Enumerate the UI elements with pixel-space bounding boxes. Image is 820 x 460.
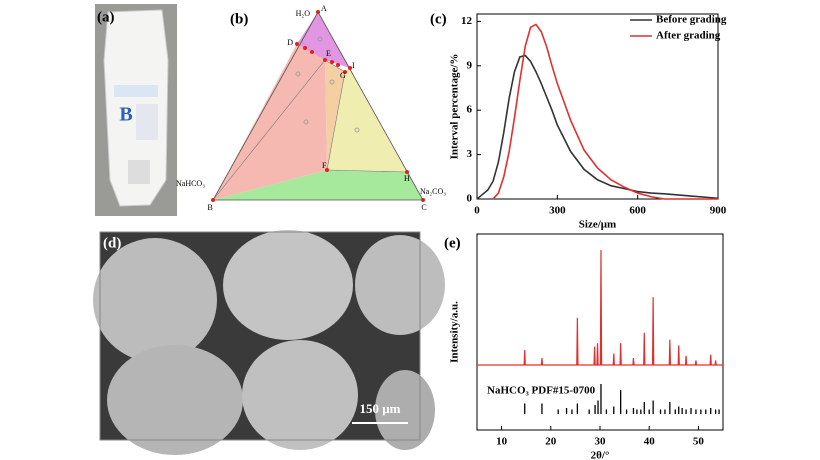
y-tick-label: 3 <box>467 148 473 160</box>
panel-label: (d) <box>103 235 121 251</box>
point-label: G <box>340 71 346 80</box>
x-tick-label: 0 <box>474 205 480 217</box>
x-tick-label: 50 <box>693 436 705 448</box>
bag-label <box>114 85 158 97</box>
scale-bar-label: 150 μm <box>360 401 401 416</box>
x-axis-label: Size/μm <box>579 219 616 231</box>
point-label: H <box>404 174 410 183</box>
point-label: C <box>421 203 426 212</box>
region <box>213 170 423 200</box>
bag-sticker <box>136 104 158 140</box>
reference-label: NaHCO₃ PDF#15-0700 <box>487 385 596 397</box>
sem-image <box>93 230 445 455</box>
y-tick-label: 12 <box>461 15 473 27</box>
y-tick-label: 0 <box>467 193 473 205</box>
diffraction-peak <box>651 297 655 366</box>
diffraction-peak <box>709 354 712 366</box>
diffraction-peak <box>599 249 603 366</box>
series-line <box>492 23 718 200</box>
panel-label: (c) <box>430 11 447 27</box>
ternary: H₂O NaHCO₃ Na₂CO₃ A B C D E G I F H <box>176 4 446 212</box>
points <box>211 10 425 202</box>
diffraction-peak <box>714 360 717 366</box>
diffraction-peak <box>677 345 680 366</box>
point-label: E <box>326 49 331 58</box>
x-axis-label: 2θ/° <box>591 450 610 460</box>
bag-letter: B <box>119 104 132 126</box>
y-axis-label: Intensity/a.u. <box>449 301 461 363</box>
vertex-label: NaHCO₃ <box>176 179 205 188</box>
point-label: F <box>322 161 327 170</box>
region <box>327 68 407 172</box>
vertex-label: H₂O <box>296 9 311 18</box>
series-line <box>476 54 719 200</box>
x-tick-label: 20 <box>545 436 557 448</box>
legend-label: After grading <box>656 30 721 42</box>
y-tick-label: 9 <box>467 59 473 71</box>
legend-label: Before grading <box>656 14 727 26</box>
plot-frame <box>476 13 719 200</box>
diffraction-peak <box>540 358 544 366</box>
point-label: I <box>352 61 355 70</box>
panel-label: (b) <box>230 11 248 27</box>
point-label: D <box>287 38 293 47</box>
markers <box>295 36 360 133</box>
x-tick-label: 10 <box>496 436 508 448</box>
diffraction-peak <box>668 339 672 366</box>
diffraction-peak <box>576 317 579 366</box>
region <box>325 60 345 170</box>
region <box>213 44 327 200</box>
panel-label: (a) <box>97 9 115 25</box>
bag-port <box>128 160 150 184</box>
diffraction-peak <box>593 346 596 366</box>
y-axis-label: Interval percentage/% <box>449 54 461 160</box>
diffraction-peak <box>523 350 526 366</box>
x-tick-label: 30 <box>595 436 607 448</box>
diffraction-peak <box>596 343 599 366</box>
diffraction-peak <box>694 360 698 366</box>
diffraction-peak <box>643 332 646 366</box>
panel-label: (e) <box>444 235 461 251</box>
y-tick-label: 6 <box>467 104 473 116</box>
x-tick-label: 40 <box>644 436 656 448</box>
vertex-label: Na₂CO₃ <box>420 187 446 196</box>
point-label: A <box>321 4 327 13</box>
diffraction-peak <box>632 358 635 366</box>
diffraction-peak <box>684 355 688 366</box>
triangle <box>212 11 424 201</box>
x-tick-label: 600 <box>629 205 646 217</box>
diffraction-peak <box>612 353 615 366</box>
x-tick-label: 900 <box>710 205 727 217</box>
diffraction-peak <box>619 343 622 366</box>
point-label: B <box>207 203 212 212</box>
x-tick-label: 300 <box>549 205 566 217</box>
